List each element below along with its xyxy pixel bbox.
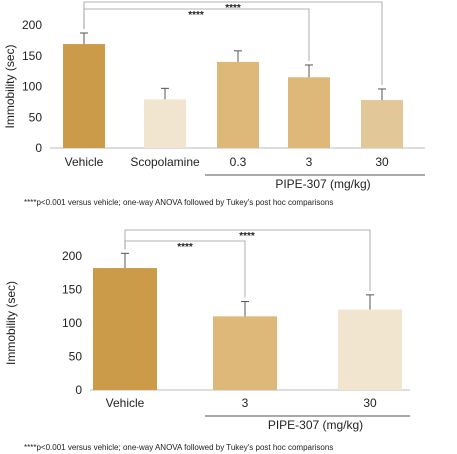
c1-x-tick-label: 0.3 <box>230 155 247 169</box>
c1-bar <box>144 99 186 148</box>
c2-y-tick-label: 200 <box>62 249 82 263</box>
c1-significance-label: **** <box>188 10 204 21</box>
c1-x-tick-label: 30 <box>375 155 389 169</box>
c2-group-label: PIPE-307 (mg/kg) <box>268 418 363 432</box>
c1-x-tick-label: Scopolamine <box>130 155 200 169</box>
c2-y-tick-label: 0 <box>75 383 82 397</box>
c1-x-tick-label: 3 <box>306 155 313 169</box>
c2-y-axis-title: Immobility (sec) <box>4 281 18 365</box>
c2-y-tick-label: 50 <box>69 350 83 364</box>
c1-y-tick-label: 100 <box>22 80 42 94</box>
c1-y-tick-label: 150 <box>22 49 42 63</box>
c1-y-tick-label: 0 <box>35 141 42 155</box>
footnote-top: ****p<0.001 versus vehicle; one-way ANOV… <box>24 198 334 207</box>
c2-x-tick-label: Vehicle <box>106 396 145 410</box>
c1-bar <box>288 77 330 148</box>
c1-significance-bracket <box>83 1 383 85</box>
c1-bar <box>361 100 403 148</box>
c1-y-axis-title: Immobility (sec) <box>3 44 17 128</box>
c1-group-label: PIPE-307 (mg/kg) <box>275 177 370 191</box>
c2-x-tick-label: 3 <box>242 396 249 410</box>
c2-y-tick-label: 150 <box>62 283 82 297</box>
c1-y-tick-label: 200 <box>22 18 42 32</box>
c1-bar <box>63 44 105 148</box>
c2-bar <box>93 268 157 390</box>
c1-x-tick-label: Vehicle <box>65 155 104 169</box>
c2-x-tick-label: 30 <box>363 396 377 410</box>
c2-bar <box>213 316 277 390</box>
c2-bar <box>338 309 402 390</box>
c2-significance-label: **** <box>177 242 193 253</box>
c1-y-tick-label: 50 <box>29 110 43 124</box>
c2-significance-label: **** <box>239 231 255 242</box>
footnote-bottom: ****p<0.001 versus vehicle; one-way ANOV… <box>24 443 334 452</box>
c1-bar <box>217 61 259 148</box>
c2-y-tick-label: 100 <box>62 316 82 330</box>
c1-significance-label: **** <box>225 3 241 14</box>
c2-significance-bracket <box>124 229 371 291</box>
